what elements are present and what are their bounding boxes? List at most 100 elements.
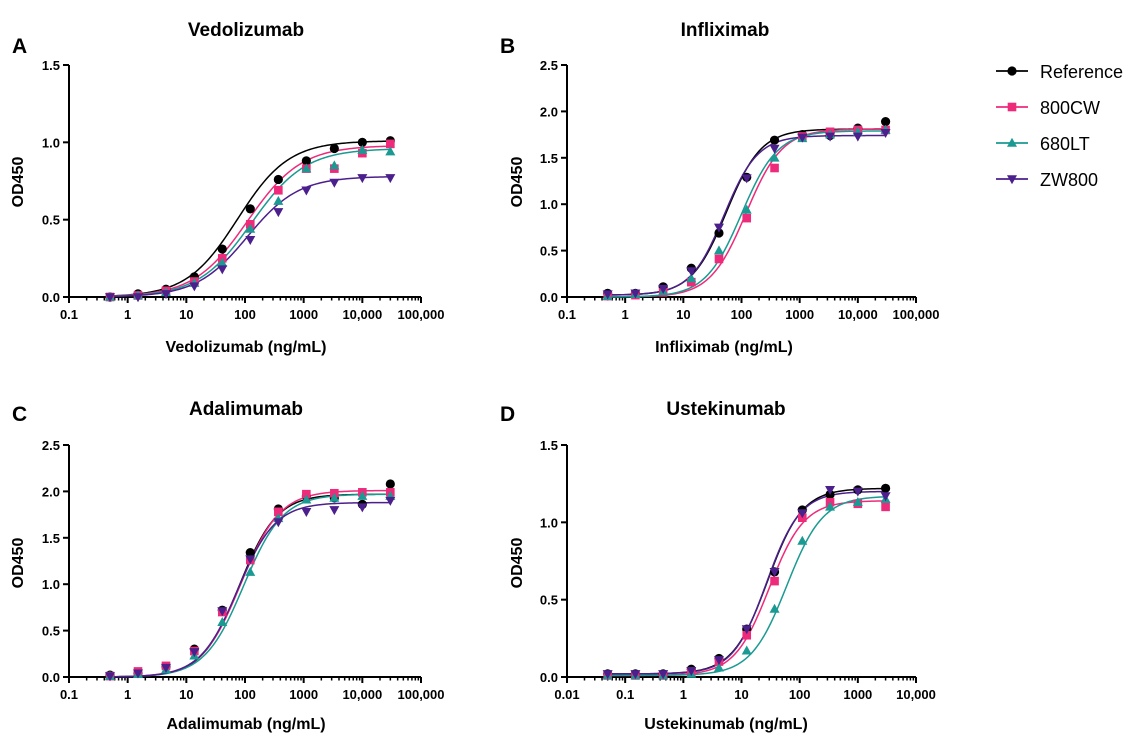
data-point-zw800-a [217,265,228,275]
data-point-reference-c [245,548,255,558]
data-point-zw800-b [825,132,836,142]
data-point-zw800-a [245,235,256,245]
data-point-680lt-c [329,492,340,502]
data-point-reference-b [880,117,891,127]
x-tick-label-d: 100 [789,687,811,702]
x-axis-label-b: Infliximab (ng/mL) [655,339,793,356]
data-point-800cw-c [302,489,311,499]
plot-area-a: 0.0 0.5 1.0 1.5 0.1 1 10 100 1000 10,000 100,000 [42,58,445,322]
panel-b: B Infliximab OD450 Infliximab (ng/mL) 0.… [500,20,940,356]
data-point-zw800-b [741,174,752,184]
panel-title-a: Vedolizumab [188,20,304,41]
data-point-800cw-c [274,507,283,517]
data-point-zw800-c [217,607,228,617]
y-tick-label-d: 0.0 [540,670,558,685]
data-point-zw800-d [686,667,697,677]
data-point-680lt-a [301,163,312,173]
y-tick-label-b: 1.0 [540,197,558,212]
data-point-zw800-c [385,496,396,506]
x-tick-label-c: 1 [124,687,131,702]
data-point-zw800-a [160,290,171,300]
data-point-680lt-b [741,204,752,214]
x-tick-label-b: 100 [731,307,753,322]
data-point-reference-a [329,143,339,154]
data-point-reference-b [714,228,724,238]
panel-letter-c: C [12,403,27,426]
data-point-zw800-c [301,508,312,518]
data-point-zw800-b [713,223,724,233]
fit-curve-zw800-a [109,176,391,298]
fit-curve-680lt-d [607,496,886,677]
x-tick-label-a: 10,000 [342,307,382,322]
x-tick-label-c: 10 [179,687,193,702]
x-tick-label-d: 0.1 [616,687,634,702]
legend-label-zw800: ZW800 [1040,170,1098,190]
y-tick-label-b: 0.5 [540,244,558,259]
panel-title-c: Adalimumab [189,399,303,420]
x-tick-label-a: 10 [179,307,193,322]
y-tick-label-a: 0.5 [42,213,60,228]
x-tick-label-b: 100,000 [893,307,940,322]
panel-c: C Adalimumab OD450 Adalimumab (ng/mL) 0.… [10,399,445,733]
data-point-680lt-b [686,273,697,283]
fit-curve-680lt-c [110,493,391,678]
data-point-zw800-c [245,555,256,565]
data-point-zw800-b [658,284,669,294]
data-point-zw800-d [825,486,836,496]
data-point-reference-a [245,204,255,214]
data-point-zw800-b [880,128,891,138]
fit-curve-zw800-c [110,501,391,678]
x-axis-label-a: Vedolizumab (ng/mL) [166,339,327,356]
x-tick-label-a: 1 [124,307,131,322]
y-tick-label-d: 1.0 [540,515,558,530]
data-point-reference-a [301,156,311,166]
panel-letter-b: B [500,35,515,58]
y-tick-label-b: 1.5 [540,151,558,166]
data-point-680lt-c [301,494,312,504]
data-point-zw800-d [741,625,752,635]
y-tick-label-c: 0.0 [42,670,60,685]
data-point-zw800-b [602,290,613,300]
plot-area-c: 0.0 0.5 1.0 1.5 2.0 2.5 0.1 1 10 100 1000 10,000 100… [42,438,445,702]
x-tick-label-c: 0.1 [60,687,78,702]
y-tick-label-a: 0.0 [42,290,60,305]
data-point-800cw-b [714,254,724,264]
x-tick-label-d: 1 [680,687,687,702]
x-tick-label-d: 10 [734,687,748,702]
x-tick-label-b: 1000 [785,307,814,322]
legend-label-reference: Reference [1040,62,1123,82]
panel-title-d: Ustekinumab [666,399,785,420]
data-point-zw800-b [852,132,863,142]
data-point-800cw-a [274,185,283,195]
data-point-zw800-c [132,669,143,679]
data-point-zw800-a [273,208,284,218]
data-point-zw800-c [329,506,340,516]
data-point-zw800-d [797,509,808,519]
legend-label-680lt: 680LT [1040,134,1090,154]
data-point-zw800-a [329,178,340,188]
data-point-reference-d [880,483,891,493]
data-point-reference-b [769,135,780,145]
data-point-zw800-c [105,672,116,682]
x-axis-label-d: Ustekinumab (ng/mL) [644,716,808,733]
y-tick-label-d: 0.5 [540,593,558,608]
data-point-reference-a [273,174,283,185]
y-tick-label-b: 0.0 [540,290,558,305]
data-point-reference-a [217,244,227,254]
x-tick-label-a: 100 [234,307,256,322]
y-axis-label-b: OD450 [509,157,526,208]
data-point-800cw-d [742,630,752,640]
legend-marker-680lt [1007,137,1017,147]
y-tick-label-c: 2.5 [42,438,60,453]
panel-d: D Ustekinumab OD450 Ustekinumab (ng/mL) … [500,399,936,733]
x-tick-label-d: 0.01 [554,687,579,702]
x-tick-label-b: 10 [676,307,690,322]
data-point-zw800-b [797,133,808,143]
y-tick-label-b: 2.5 [540,58,558,73]
data-point-zw800-c [189,648,200,658]
panel-title-b: Infliximab [681,20,770,41]
y-tick-label-d: 1.5 [540,438,558,453]
x-axis-label-c: Adalimumab (ng/mL) [166,716,325,733]
y-axis-label-a: OD450 [10,157,27,208]
